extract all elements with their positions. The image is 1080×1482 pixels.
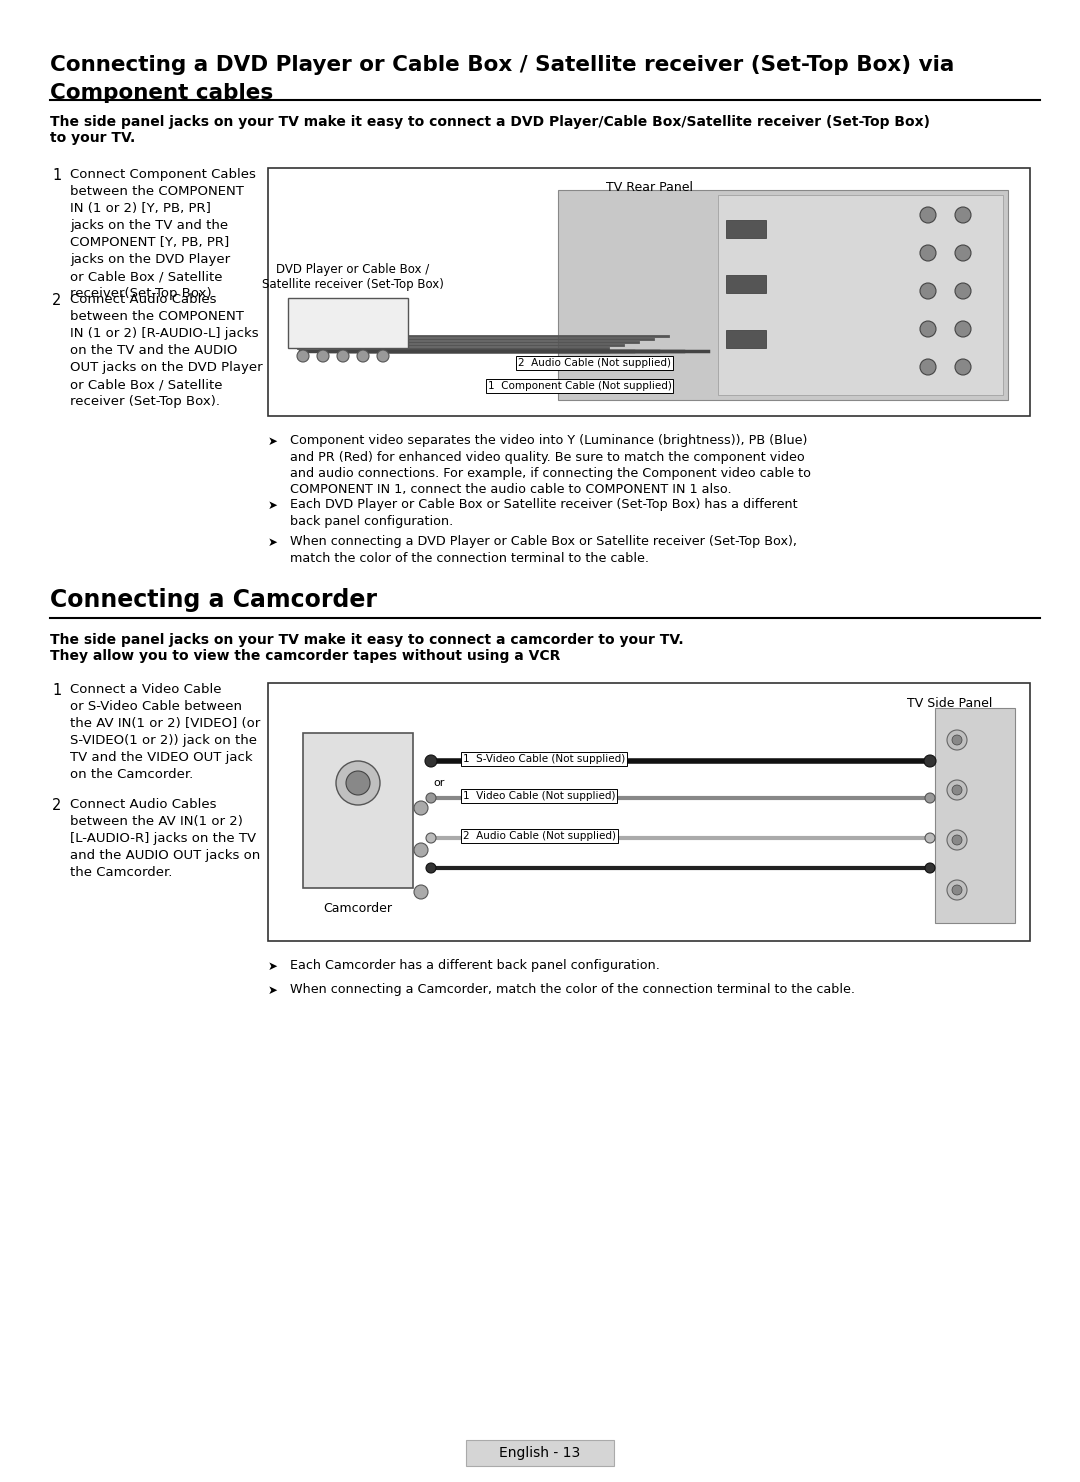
Circle shape: [924, 833, 935, 843]
Text: ➤: ➤: [268, 960, 278, 974]
Text: Connect a Video Cable
or S-Video Cable between
the AV IN(1 or 2) [VIDEO] (or
S-V: Connect a Video Cable or S-Video Cable b…: [70, 683, 260, 781]
Text: ➤: ➤: [268, 499, 278, 511]
Text: 2  Audio Cable (Not supplied): 2 Audio Cable (Not supplied): [518, 359, 671, 368]
Circle shape: [947, 880, 967, 900]
Bar: [558, 190, 1008, 400]
Circle shape: [947, 731, 967, 750]
Text: Each Camcorder has a different back panel configuration.: Each Camcorder has a different back pane…: [291, 959, 660, 972]
Text: 1: 1: [52, 683, 62, 698]
Text: Connect Component Cables
between the COMPONENT
IN (1 or 2) [Y, PB, PR]
jacks on : Connect Component Cables between the COM…: [70, 167, 256, 299]
Text: ➤: ➤: [268, 436, 278, 448]
Circle shape: [955, 359, 971, 375]
Text: 1  S-Video Cable (Not supplied): 1 S-Video Cable (Not supplied): [463, 754, 625, 765]
Circle shape: [414, 885, 428, 900]
Text: ➤: ➤: [268, 536, 278, 548]
Bar: [288, 298, 408, 348]
Bar: [935, 708, 1015, 923]
Circle shape: [951, 834, 962, 845]
Circle shape: [955, 283, 971, 299]
Text: TV Side Panel: TV Side Panel: [907, 697, 993, 710]
Text: Camcorder: Camcorder: [324, 903, 392, 914]
Text: The side panel jacks on your TV make it easy to connect a DVD Player/Cable Box/S: The side panel jacks on your TV make it …: [50, 116, 930, 145]
Circle shape: [955, 245, 971, 261]
Text: ➤: ➤: [268, 984, 278, 996]
Text: TV Rear Panel: TV Rear Panel: [606, 181, 692, 194]
Circle shape: [920, 359, 936, 375]
Circle shape: [426, 754, 437, 768]
Text: When connecting a Camcorder, match the color of the connection terminal to the c: When connecting a Camcorder, match the c…: [291, 983, 855, 996]
Circle shape: [426, 833, 436, 843]
Text: When connecting a DVD Player or Cable Box or Satellite receiver (Set-Top Box),
m: When connecting a DVD Player or Cable Bo…: [291, 535, 797, 565]
Text: Each DVD Player or Cable Box or Satellite receiver (Set-Top Box) has a different: Each DVD Player or Cable Box or Satellit…: [291, 498, 798, 528]
Circle shape: [337, 350, 349, 362]
Bar: [303, 734, 413, 888]
Text: Component video separates the video into Y (Luminance (brightness)), PB (Blue)
a: Component video separates the video into…: [291, 434, 811, 496]
Circle shape: [955, 207, 971, 222]
Bar: [465, 1441, 615, 1466]
Text: English - 13: English - 13: [499, 1446, 581, 1460]
Circle shape: [924, 793, 935, 803]
Text: 2: 2: [52, 797, 62, 814]
Circle shape: [951, 785, 962, 794]
Circle shape: [920, 322, 936, 336]
Circle shape: [357, 350, 369, 362]
Circle shape: [336, 760, 380, 805]
Circle shape: [920, 283, 936, 299]
Circle shape: [318, 350, 329, 362]
Circle shape: [426, 863, 436, 873]
Circle shape: [920, 207, 936, 222]
Circle shape: [414, 800, 428, 815]
Circle shape: [924, 754, 936, 768]
Text: Component cables: Component cables: [50, 83, 273, 104]
Bar: [726, 219, 766, 239]
Text: Connecting a Camcorder: Connecting a Camcorder: [50, 588, 377, 612]
Circle shape: [947, 830, 967, 851]
Circle shape: [297, 350, 309, 362]
Circle shape: [951, 735, 962, 745]
Circle shape: [346, 771, 370, 794]
Circle shape: [947, 780, 967, 800]
Text: They allow you to view the camcorder tapes without using a VCR: They allow you to view the camcorder tap…: [50, 649, 561, 662]
Text: 1  Video Cable (Not supplied): 1 Video Cable (Not supplied): [463, 791, 616, 800]
Text: The side panel jacks on your TV make it easy to connect a camcorder to your TV.: The side panel jacks on your TV make it …: [50, 633, 684, 648]
Bar: [726, 276, 766, 293]
Circle shape: [920, 245, 936, 261]
Circle shape: [955, 322, 971, 336]
Text: DVD Player or Cable Box /
Satellite receiver (Set-Top Box): DVD Player or Cable Box / Satellite rece…: [262, 262, 444, 290]
Text: Connect Audio Cables
between the AV IN(1 or 2)
[L-AUDIO-R] jacks on the TV
and t: Connect Audio Cables between the AV IN(1…: [70, 797, 260, 879]
Text: 1: 1: [52, 167, 62, 182]
Circle shape: [377, 350, 389, 362]
Text: 2  Audio Cable (Not supplied): 2 Audio Cable (Not supplied): [463, 831, 616, 840]
Text: or: or: [433, 778, 444, 788]
Circle shape: [414, 843, 428, 857]
Circle shape: [951, 885, 962, 895]
Text: 1  Component Cable (Not supplied): 1 Component Cable (Not supplied): [488, 381, 672, 391]
Bar: [268, 683, 1030, 941]
Circle shape: [426, 793, 436, 803]
Bar: [726, 330, 766, 348]
Bar: [268, 167, 1030, 416]
Text: Connecting a DVD Player or Cable Box / Satellite receiver (Set-Top Box) via: Connecting a DVD Player or Cable Box / S…: [50, 55, 955, 76]
Text: 2: 2: [52, 293, 62, 308]
Bar: [718, 196, 1003, 396]
Text: Connect Audio Cables
between the COMPONENT
IN (1 or 2) [R-AUDIO-L] jacks
on the : Connect Audio Cables between the COMPONE…: [70, 293, 262, 408]
Circle shape: [924, 863, 935, 873]
